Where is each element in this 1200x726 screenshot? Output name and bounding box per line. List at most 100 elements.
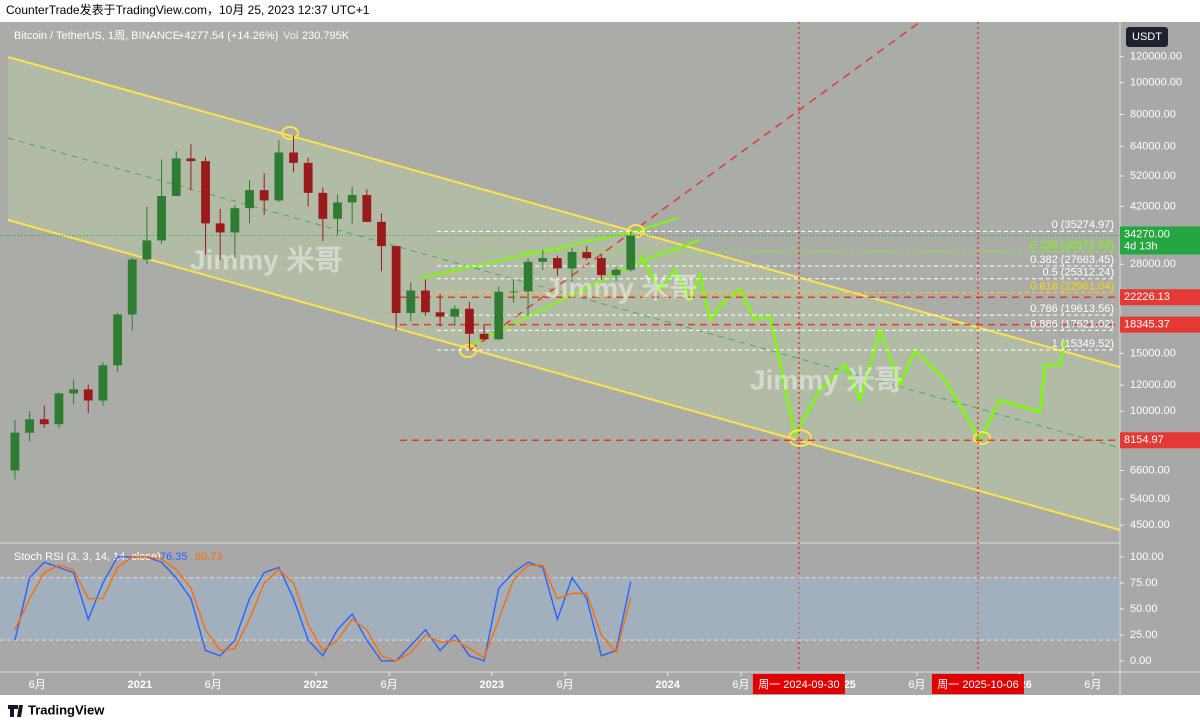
y-tick-label: 75.00 (1130, 577, 1158, 589)
y-tick-label: 12000.00 (1130, 379, 1176, 391)
candle-body (611, 269, 621, 276)
y-tick-label: 15000.00 (1130, 347, 1176, 359)
candle-body (567, 252, 577, 269)
x-tick-label: 2024 (655, 679, 680, 691)
candle-body (157, 195, 166, 241)
candle-body (10, 432, 20, 471)
y-tick-label: 64000.00 (1130, 140, 1176, 152)
x-tick-label: 6月 (205, 679, 222, 691)
candle-body (523, 261, 533, 292)
price-change: +4277.54 (+14.26%) (178, 30, 278, 42)
date-label: 周一 2024-09-30 (758, 678, 839, 691)
candle-body (421, 290, 430, 313)
footer-brand: TradingView (28, 702, 105, 717)
candle-body (171, 158, 181, 196)
fib-label: 0.786 (19613.56) (1030, 303, 1114, 315)
candle-body (406, 290, 416, 314)
y-tick-label: 52000.00 (1130, 170, 1176, 182)
x-tick-label: 6月 (908, 679, 925, 691)
footer (0, 695, 1200, 726)
watermark: Jimmy 米哥 (750, 364, 903, 395)
y-tick-label: 10000.00 (1130, 405, 1176, 417)
y-tick-label: 120000.00 (1130, 51, 1182, 63)
fib-label: 0.618 (22961.04) (1030, 281, 1114, 293)
price-label-bg (1120, 289, 1200, 306)
highlight (788, 429, 812, 447)
price-label: 22226.13 (1124, 291, 1170, 303)
candle-body (215, 223, 225, 233)
rsi-line (14, 556, 632, 662)
countdown: 4d 13h (1124, 240, 1158, 252)
highlight (459, 344, 477, 358)
x-tick-label: 2022 (304, 679, 328, 691)
watermark: Jimmy 米哥 (190, 244, 343, 275)
watermark: Jimmy 米哥 (545, 272, 698, 303)
fib-label: 0.236 (30572.58) (1030, 240, 1114, 252)
date-label-bg (752, 674, 845, 694)
candle-body (333, 202, 342, 219)
y-tick-label: 5400.00 (1130, 493, 1170, 505)
wedge-lower (469, 239, 701, 346)
x-tick-label: 2021 (128, 679, 152, 691)
candle-body (39, 419, 49, 425)
y-tick-label: 100000.00 (1130, 77, 1182, 89)
y-tick-label: 25.00 (1130, 629, 1158, 641)
currency[interactable]: USDT (1132, 31, 1162, 43)
price-label-bg (1120, 432, 1200, 449)
date-label-bg (931, 674, 1024, 694)
date-label: 周一 2025-10-06 (937, 678, 1018, 691)
candle-body (318, 192, 328, 219)
last-price-label: 34270.00 (1124, 228, 1170, 240)
fib-label: 0.5 (25312.24) (1042, 267, 1114, 279)
candle-body (450, 308, 460, 317)
trend-line (469, 21, 921, 351)
candle-body (435, 312, 445, 317)
candle-body (259, 190, 269, 201)
pane-bg (0, 22, 1120, 543)
volume-label: Vol (283, 30, 298, 42)
fib-label: 0 (35274.97) (1052, 219, 1114, 231)
y-tick-label: 50.00 (1130, 603, 1158, 615)
x-tick-label: 6月 (732, 679, 749, 691)
publisher: CounterTrade发表于TradingView.com，10月 25, 2… (6, 2, 370, 17)
candle-body (465, 308, 474, 334)
x-tick-label: 2023 (479, 679, 503, 691)
candle-body (626, 235, 636, 270)
candle-body (98, 365, 108, 401)
y-tick-label: 4500.00 (1130, 519, 1170, 531)
rsi-title: Stoch RSI (3, 3, 14, 14, close) (14, 551, 161, 563)
candle-body (127, 259, 137, 315)
candle-body (274, 152, 284, 201)
x-tick-label: 6月 (381, 679, 398, 691)
candle-body (362, 195, 372, 222)
candle-body (289, 152, 298, 163)
price-label-bg (1120, 316, 1200, 333)
candle-body (347, 195, 357, 203)
fib-label: 1 (15349.52) (1052, 338, 1114, 350)
legend-d: 60.73 (195, 551, 223, 563)
x-tick-label: 6月 (1084, 679, 1101, 691)
logo (8, 705, 23, 717)
y-tick-label: 0.00 (1130, 655, 1151, 667)
rsi-band (0, 577, 1120, 641)
candle-body (479, 333, 489, 340)
candle-body (230, 208, 240, 233)
y-tick-label: 28000.00 (1130, 258, 1176, 270)
y-tick-label: 80000.00 (1130, 108, 1176, 120)
currency-badge[interactable] (1126, 27, 1168, 47)
highlight (973, 431, 991, 445)
candle-body (303, 162, 313, 193)
highlight (281, 126, 299, 140)
y-tick-label: 100.00 (1130, 551, 1164, 563)
y-tick-label: 42000.00 (1130, 200, 1176, 212)
candle-body (142, 240, 152, 260)
candle-body (186, 158, 196, 162)
candle-body (509, 291, 518, 293)
fib-label: 0.382 (27663.45) (1030, 254, 1114, 266)
fib-label: 0.886 (17621.02) (1030, 318, 1114, 330)
chart-bg (0, 22, 1200, 695)
candle-body (25, 419, 35, 433)
candle-body (54, 393, 64, 425)
